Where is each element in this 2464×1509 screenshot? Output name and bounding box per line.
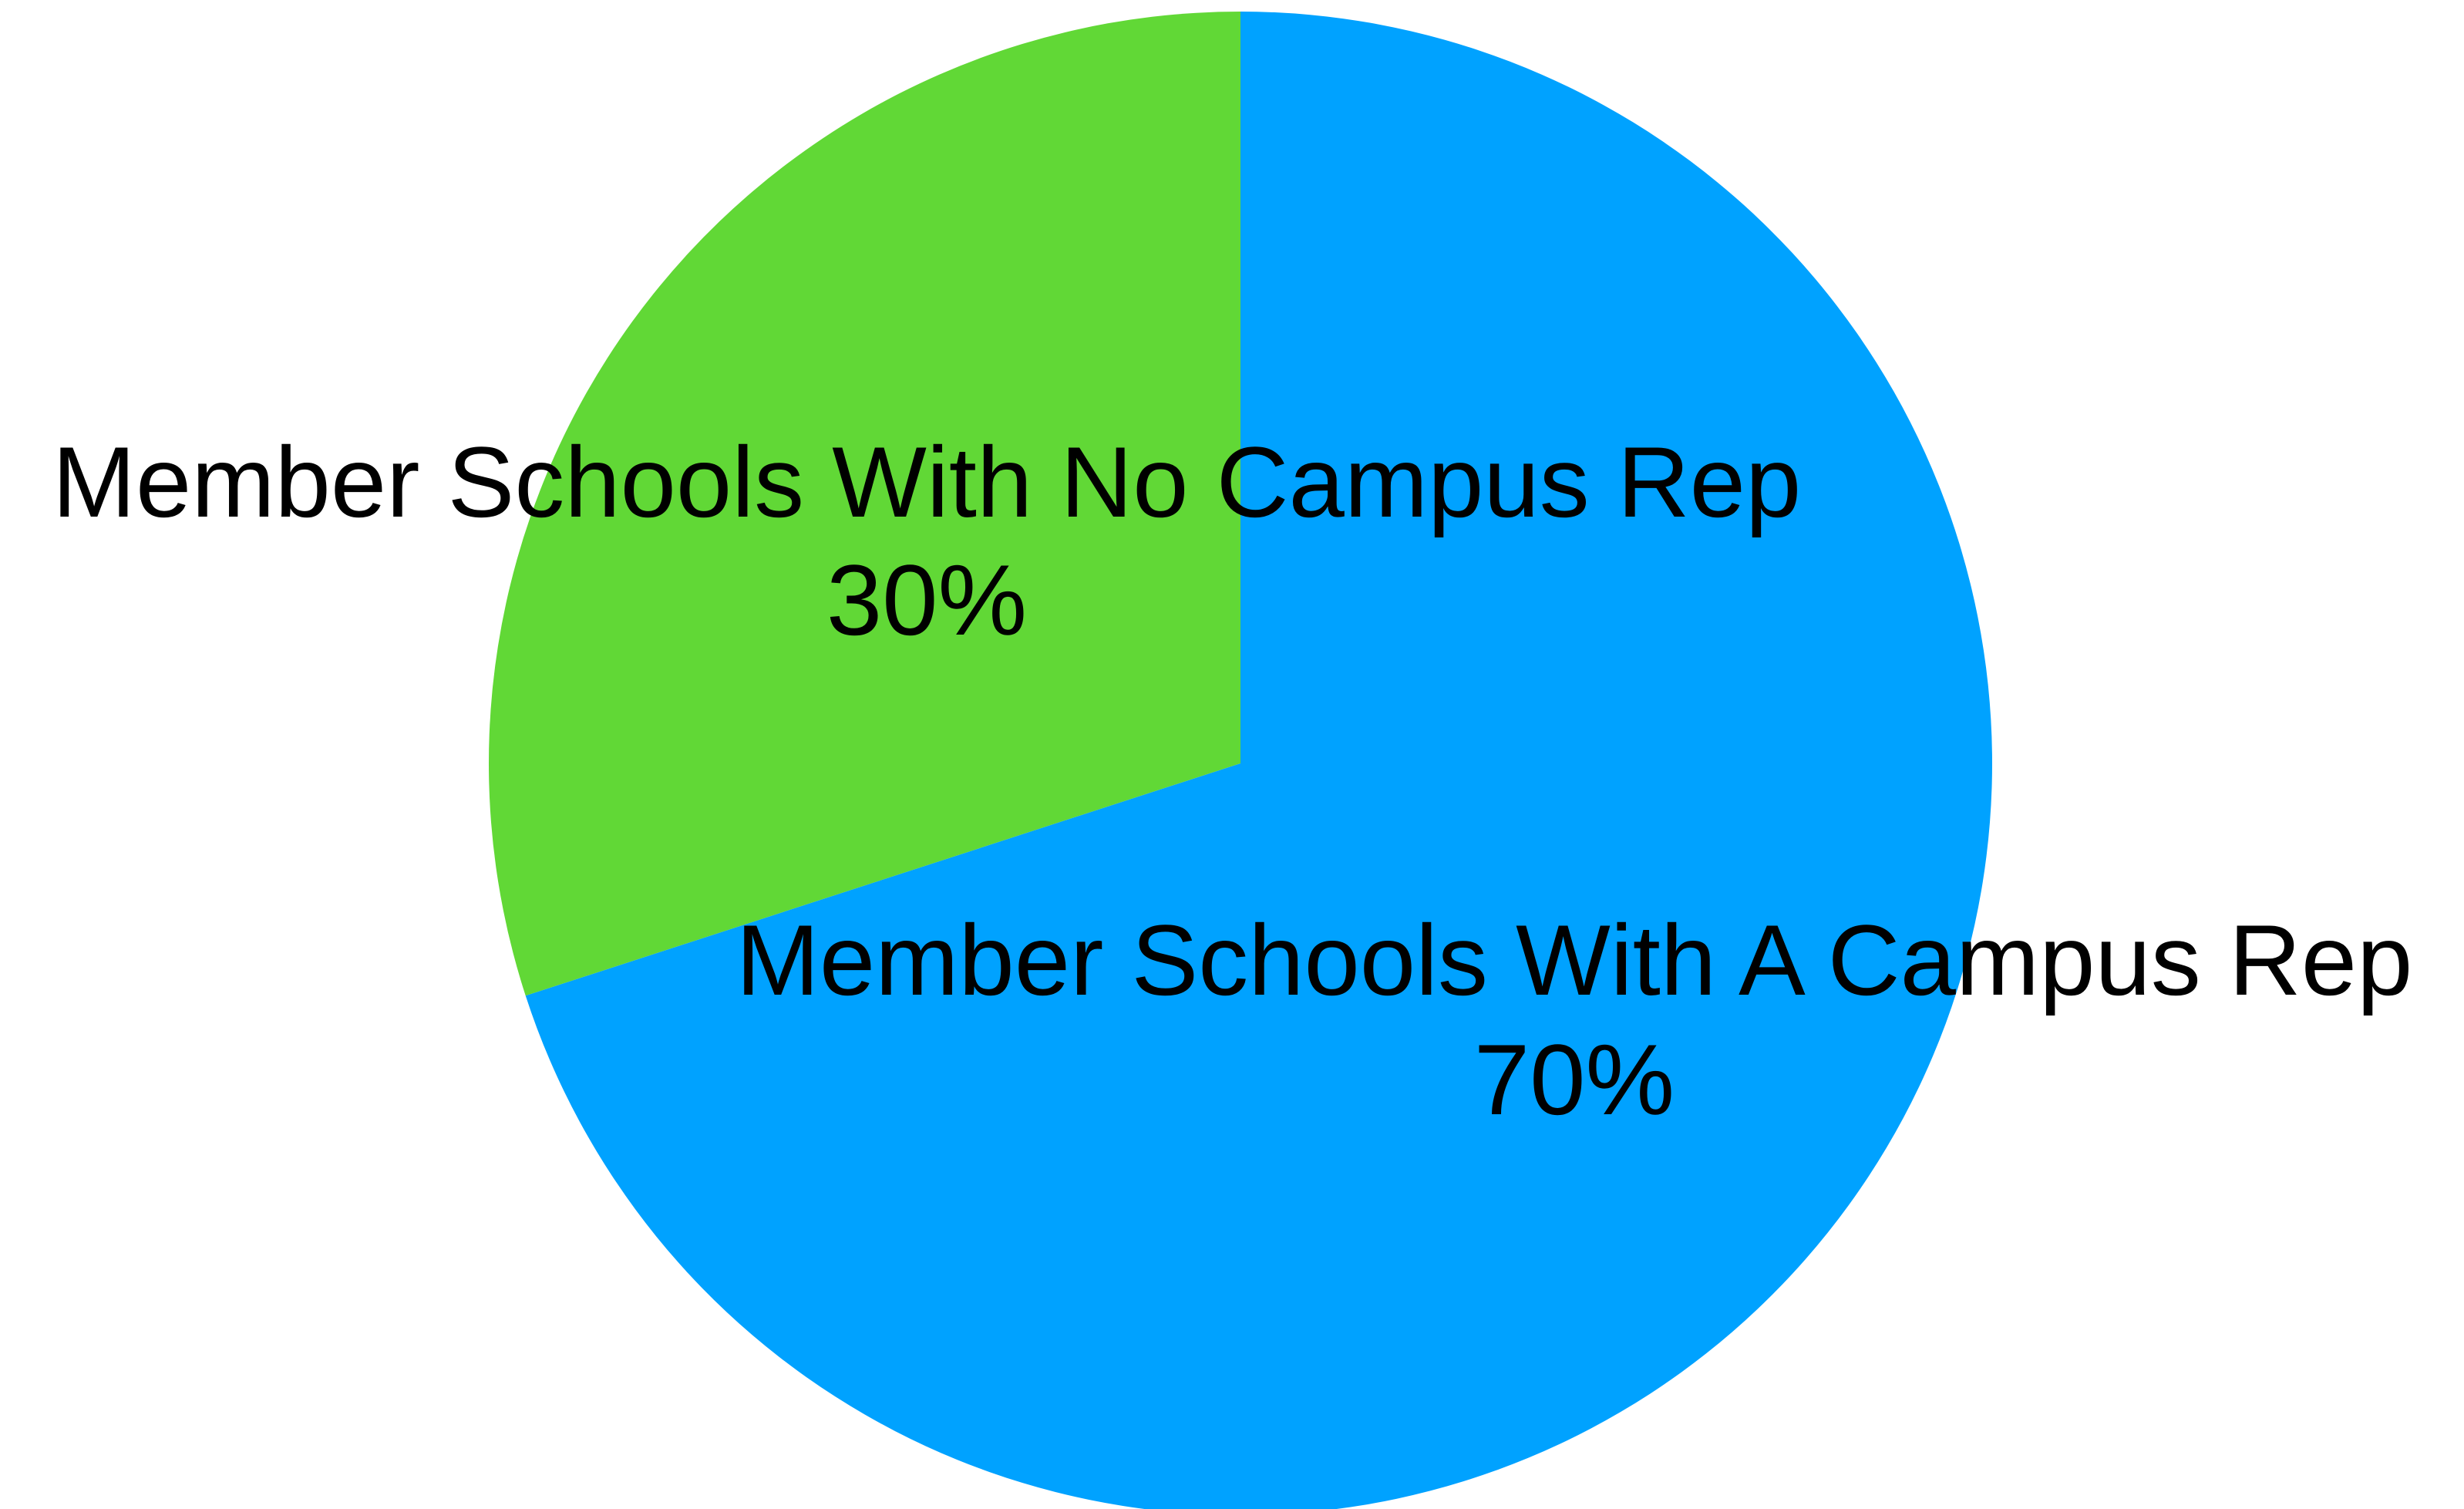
slice-value-with-rep: 70%	[1474, 1023, 1675, 1136]
slice-label-no-rep: Member Schools With No Campus Rep	[52, 426, 1802, 538]
pie-slice-no-campus-rep	[489, 12, 1240, 996]
slice-label-group-with-rep: Member Schools With A Campus Rep 70%	[736, 904, 2413, 1136]
pie-slices	[489, 12, 1992, 1509]
pie-slice-with-campus-rep	[525, 12, 1992, 1509]
slice-value-no-rep: 30%	[826, 544, 1027, 656]
slice-label-group-no-rep: Member Schools With No Campus Rep 30%	[52, 426, 1802, 656]
slice-label-with-rep: Member Schools With A Campus Rep	[736, 904, 2413, 1016]
